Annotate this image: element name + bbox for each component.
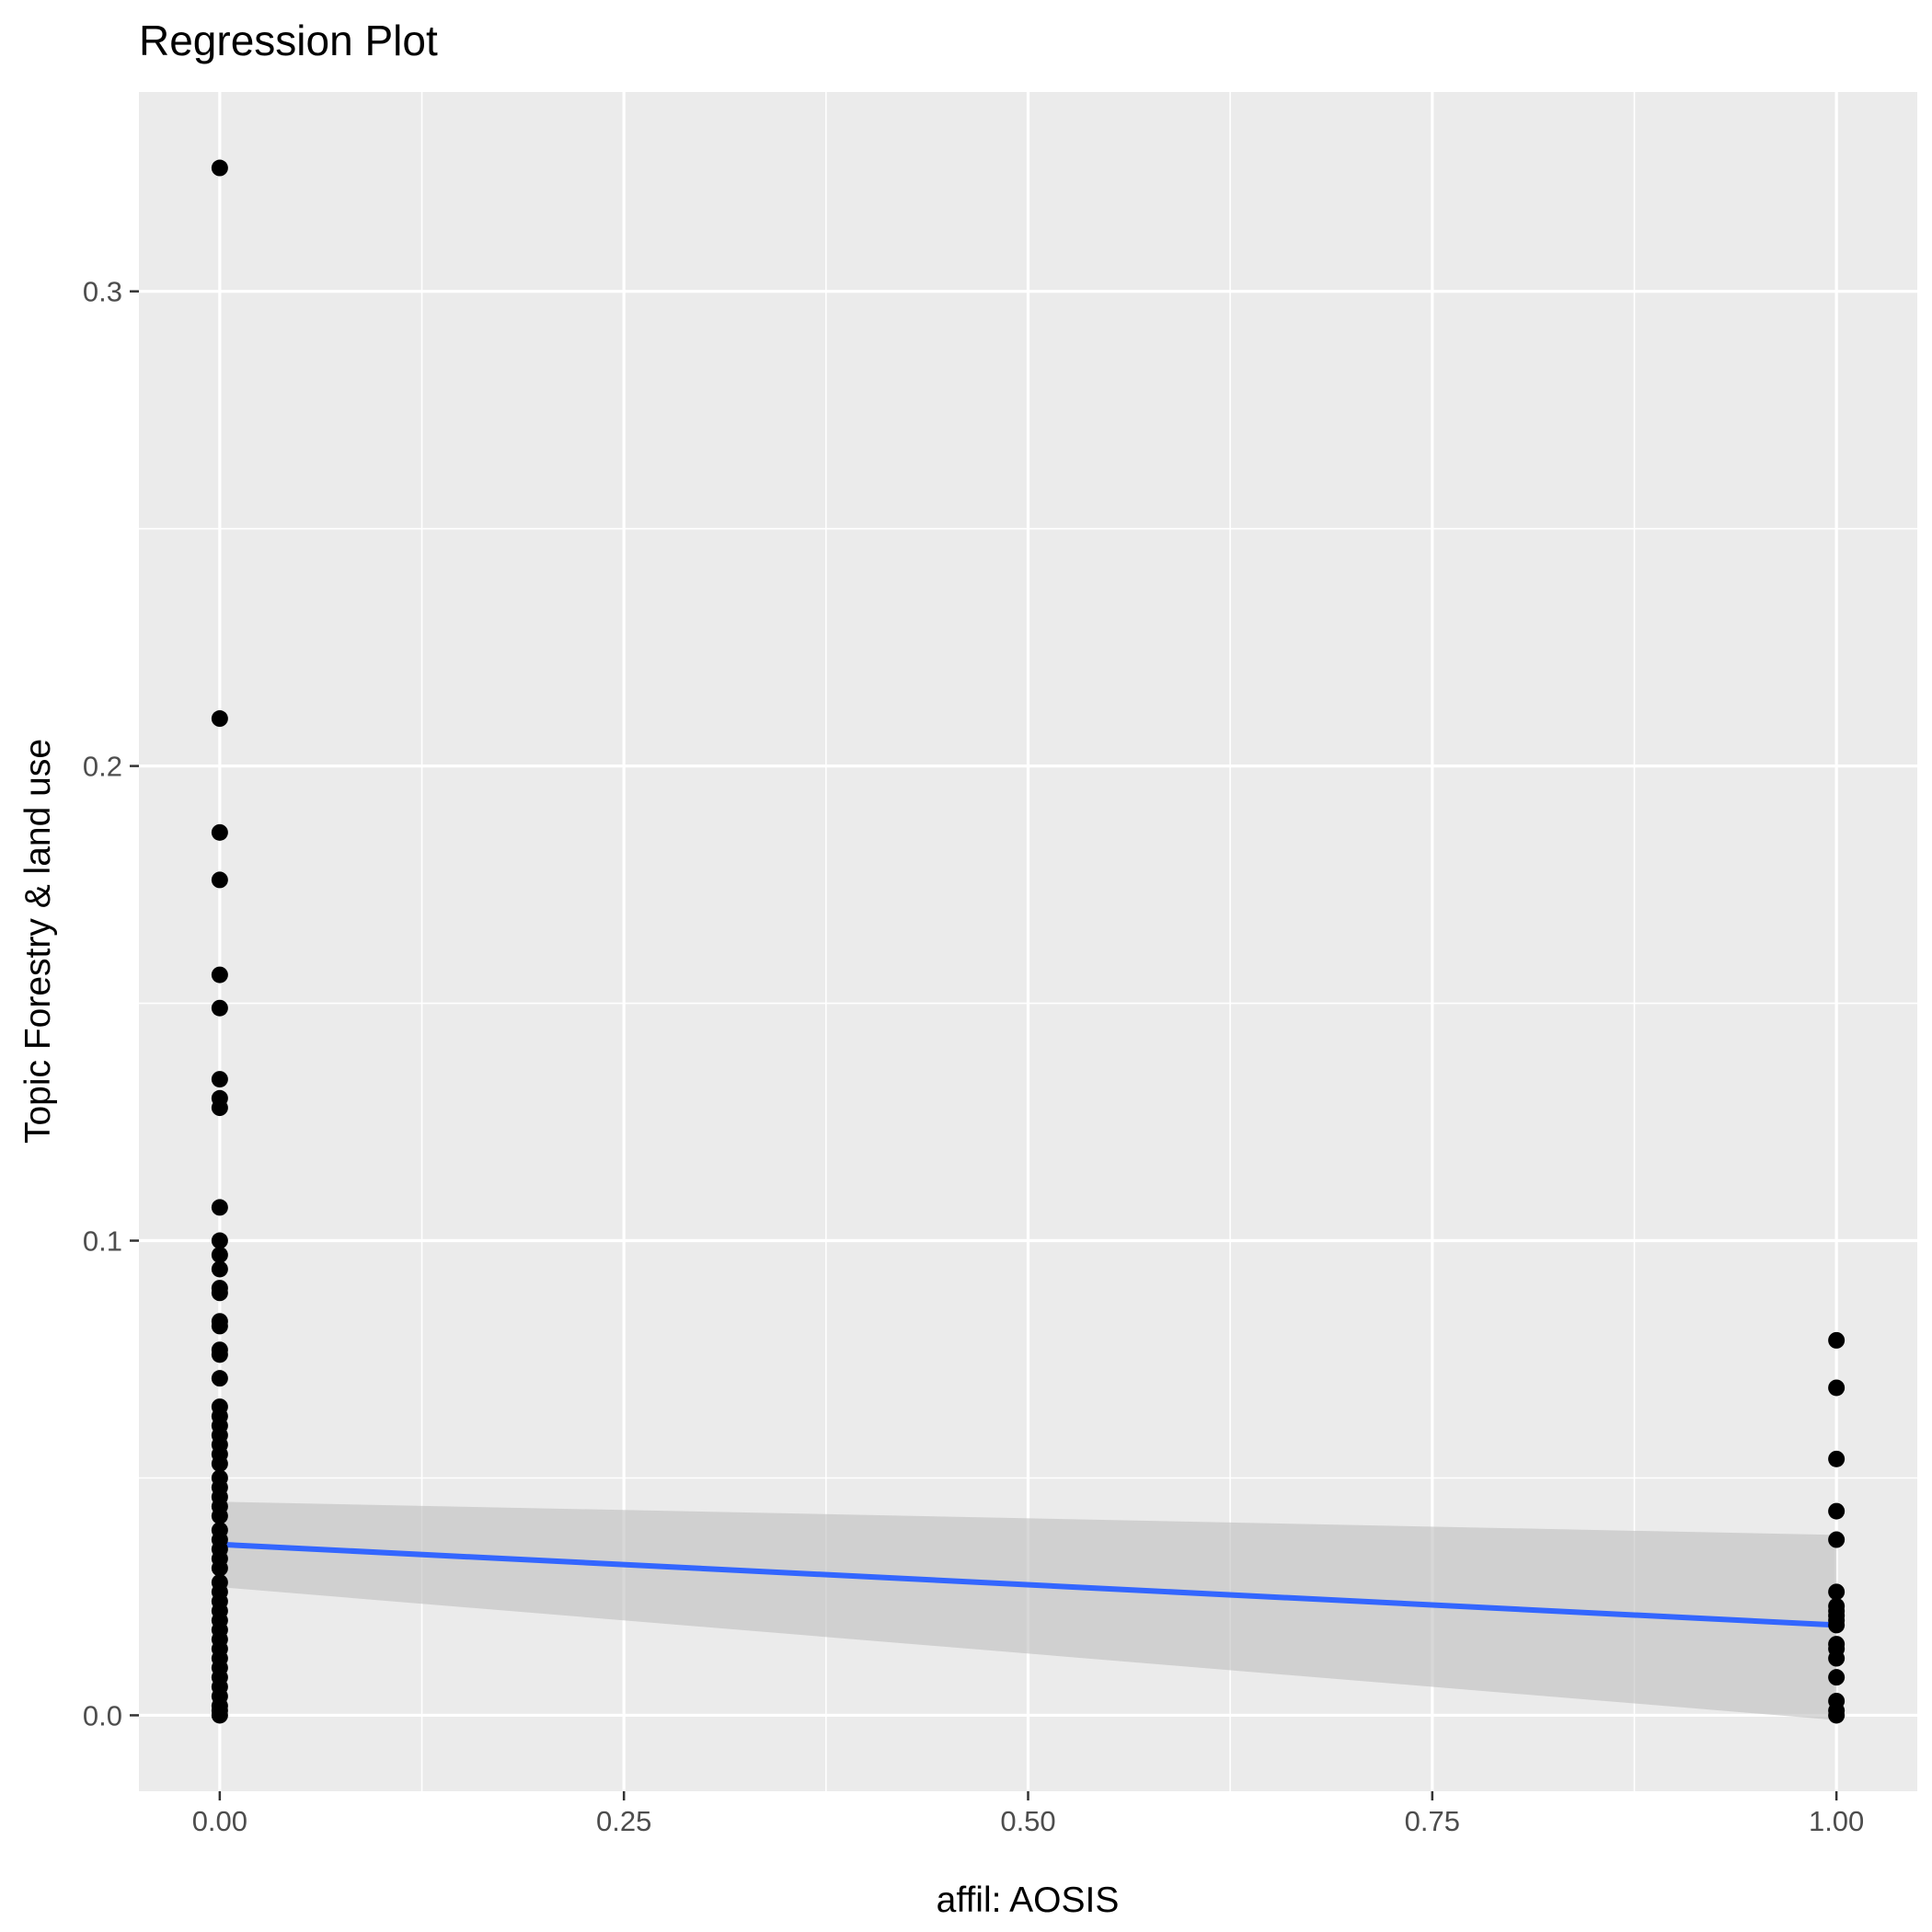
y-tick-label: 0.1 — [83, 1225, 122, 1258]
data-point — [211, 1317, 228, 1335]
data-point — [211, 1284, 228, 1302]
y-tick-label: 0.3 — [83, 276, 122, 308]
fit-line-layer — [219, 1541, 1837, 1628]
x-tick-label: 1.00 — [1809, 1805, 1864, 1837]
data-point — [211, 1099, 228, 1117]
x-tick-label: 0.75 — [1405, 1805, 1460, 1837]
data-point — [211, 1370, 228, 1387]
x-axis-label: affil: AOSIS — [937, 1880, 1120, 1920]
data-point — [211, 1559, 228, 1577]
x-tick-label: 0.25 — [596, 1805, 651, 1837]
data-point — [211, 1455, 228, 1473]
data-point — [211, 823, 228, 841]
data-point — [211, 1232, 228, 1249]
data-point — [211, 1071, 228, 1088]
data-point — [211, 1707, 228, 1724]
x-axis: 0.00 0.25 0.50 0.75 1.00 — [192, 1791, 1864, 1837]
data-point — [211, 999, 228, 1017]
chart-title: Regression Plot — [139, 17, 438, 64]
confidence-band — [219, 1501, 1837, 1720]
data-point — [211, 871, 228, 889]
data-point — [211, 1260, 228, 1278]
confidence-band-layer — [219, 1501, 1837, 1720]
major-gridlines — [139, 92, 1917, 1791]
data-point — [1828, 1331, 1846, 1349]
data-point — [1828, 1583, 1846, 1601]
data-point — [1828, 1669, 1846, 1686]
data-point — [1828, 1531, 1846, 1548]
data-point — [211, 1507, 228, 1524]
y-axis: 0.0 0.1 0.2 0.3 — [83, 276, 139, 1731]
x-tick-label: 0.00 — [192, 1805, 247, 1837]
data-point — [1828, 1650, 1846, 1667]
data-point — [1828, 1616, 1846, 1634]
data-point — [1828, 1707, 1846, 1724]
data-point — [211, 710, 228, 728]
y-tick-label: 0.0 — [83, 1699, 122, 1731]
regression-line — [219, 1541, 1837, 1628]
data-point — [211, 1346, 228, 1363]
data-point — [211, 1247, 228, 1264]
data-point — [211, 159, 228, 177]
data-point — [1828, 1450, 1846, 1467]
y-axis-label: Topic Forestry & land use — [18, 739, 58, 1144]
data-point — [1828, 1379, 1846, 1397]
data-point — [1828, 1502, 1846, 1520]
data-point — [211, 1199, 228, 1216]
y-tick-label: 0.2 — [83, 751, 122, 783]
x-tick-label: 0.50 — [1000, 1805, 1055, 1837]
data-point — [211, 966, 228, 983]
scatter-points — [211, 159, 1846, 1724]
